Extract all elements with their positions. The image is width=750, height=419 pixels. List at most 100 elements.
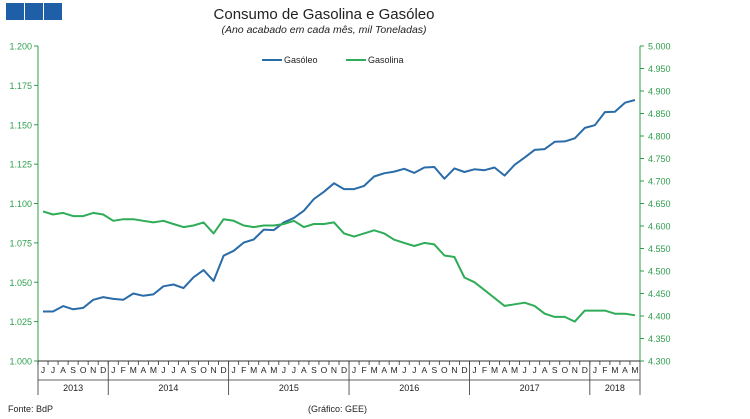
x-axis-month-label: M — [511, 365, 518, 375]
x-axis-month-label: M — [130, 365, 137, 375]
left-axis-tick-label: 1.100 — [9, 199, 32, 209]
credit-note: (Gráfico: GEE) — [308, 404, 368, 414]
logo-block-3 — [44, 3, 62, 20]
right-axis-tick-label: 4.800 — [648, 132, 671, 142]
x-axis-month-label: J — [111, 365, 115, 375]
logo-block-2 — [25, 3, 43, 20]
x-axis-month-label: A — [141, 365, 147, 375]
left-axis-tick-label: 1.125 — [9, 160, 32, 170]
x-axis-month-label: S — [70, 365, 76, 375]
series-line-gasoleo — [43, 99, 636, 313]
x-axis-year-label: 2014 — [158, 383, 178, 393]
x-axis-month-label: M — [491, 365, 498, 375]
legend-label-gasoleo: Gasóleo — [284, 55, 318, 65]
x-axis-month-label: F — [121, 365, 126, 375]
x-axis-month-label: N — [90, 365, 96, 375]
x-axis-month-label: J — [412, 365, 416, 375]
left-axis-tick-label: 1.200 — [9, 42, 32, 52]
right-axis-tick-label: 4.850 — [648, 109, 671, 119]
x-axis-month-label: M — [150, 365, 157, 375]
x-axis-month-label: J — [472, 365, 476, 375]
logo-block-1 — [6, 3, 24, 20]
x-axis-month-label: F — [482, 365, 487, 375]
x-axis-month-label: D — [582, 365, 588, 375]
left-axis-tick-label: 1.150 — [9, 120, 32, 130]
x-axis-month-label: A — [261, 365, 267, 375]
x-axis-month-label: F — [241, 365, 246, 375]
right-axis-tick-label: 4.600 — [648, 222, 671, 232]
x-axis-month-label: A — [622, 365, 628, 375]
x-axis-month-label: M — [270, 365, 277, 375]
left-axis-tick-label: 1.050 — [9, 278, 32, 288]
x-axis-month-label: D — [221, 365, 227, 375]
right-axis-tick-label: 4.400 — [648, 312, 671, 322]
right-axis-tick-label: 4.750 — [648, 154, 671, 164]
right-axis-tick-label: 4.700 — [648, 177, 671, 187]
x-axis-month-label: J — [292, 365, 296, 375]
x-axis-month-label: O — [561, 365, 568, 375]
x-axis-year-label: 2018 — [605, 383, 625, 393]
x-axis-month-label: A — [502, 365, 508, 375]
x-axis-month-label: O — [441, 365, 448, 375]
x-axis-month-label: J — [522, 365, 526, 375]
x-axis-month-label: N — [572, 365, 578, 375]
x-axis-month-label: F — [602, 365, 607, 375]
right-axis-tick-label: 4.900 — [648, 87, 671, 97]
x-axis-month-label: J — [533, 365, 537, 375]
source-note: Fonte: BdP — [8, 404, 54, 414]
right-axis-tick-label: 4.500 — [648, 267, 671, 277]
x-axis-month-label: S — [431, 365, 437, 375]
chart-title: Consumo de Gasolina e Gasóleo — [213, 6, 435, 23]
x-axis-month-label: A — [542, 365, 548, 375]
x-axis-month-label: A — [381, 365, 387, 375]
legend-label-gasolina: Gasolina — [368, 55, 404, 65]
right-axis-tick-label: 4.450 — [648, 289, 671, 299]
x-axis-month-label: S — [552, 365, 558, 375]
x-axis-year-label: 2016 — [399, 383, 419, 393]
x-axis-month-label: J — [232, 365, 236, 375]
x-axis-month-label: J — [171, 365, 175, 375]
right-axis-tick-label: 4.950 — [648, 64, 671, 74]
x-axis-month-label: S — [311, 365, 317, 375]
x-axis-month-label: O — [80, 365, 87, 375]
x-axis-month-label: J — [51, 365, 55, 375]
right-axis-tick-label: 4.650 — [648, 199, 671, 209]
right-axis-tick-label: 5.000 — [648, 42, 671, 52]
right-axis-tick-label: 4.300 — [648, 357, 671, 367]
x-axis-month-label: N — [211, 365, 217, 375]
x-axis-month-label: A — [301, 365, 307, 375]
x-axis-month-label: O — [321, 365, 328, 375]
x-axis-month-label: M — [611, 365, 618, 375]
x-axis-month-label: A — [421, 365, 427, 375]
x-axis-month-label: O — [200, 365, 207, 375]
x-axis-month-label: J — [41, 365, 45, 375]
x-axis-year-label: 2017 — [520, 383, 540, 393]
x-axis-month-label: A — [60, 365, 66, 375]
left-axis-tick-label: 1.075 — [9, 238, 32, 248]
x-axis-month-label: D — [341, 365, 347, 375]
x-axis-month-label: M — [631, 365, 638, 375]
left-axis-tick-label: 1.175 — [9, 81, 32, 91]
x-axis-year-label: 2013 — [63, 383, 83, 393]
x-axis-month-label: A — [181, 365, 187, 375]
x-axis-year-label: 2015 — [279, 383, 299, 393]
x-axis-month-label: N — [331, 365, 337, 375]
x-axis-month-label: S — [191, 365, 197, 375]
right-axis-tick-label: 4.550 — [648, 244, 671, 254]
x-axis-month-label: D — [461, 365, 467, 375]
x-axis-month-label: J — [352, 365, 356, 375]
x-axis-month-label: D — [100, 365, 106, 375]
x-axis-month-label: J — [593, 365, 597, 375]
x-axis-month-label: J — [161, 365, 165, 375]
series-line-gasolina — [42, 210, 636, 323]
left-axis-tick-label: 1.000 — [9, 357, 32, 367]
x-axis-month-label: J — [402, 365, 406, 375]
chart-subtitle: (Ano acabado em cada mês, mil Toneladas) — [221, 24, 427, 36]
x-axis-month-label: M — [391, 365, 398, 375]
right-axis-tick-label: 4.350 — [648, 334, 671, 344]
left-axis-tick-label: 1.025 — [9, 317, 32, 327]
x-axis-month-label: N — [451, 365, 457, 375]
x-axis-month-label: F — [361, 365, 366, 375]
x-axis-month-label: J — [282, 365, 286, 375]
